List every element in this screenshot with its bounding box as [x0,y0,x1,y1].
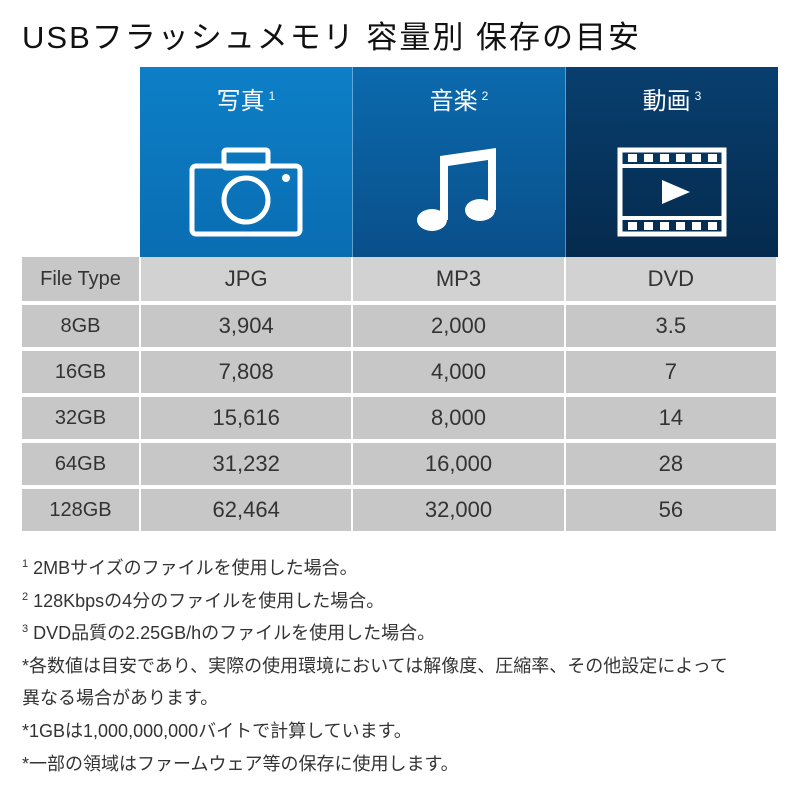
table-row: 16GB 7,808 4,000 7 [22,349,777,395]
filetype-row: File Type JPG MP3 DVD [22,257,777,303]
header-spacer [22,67,140,257]
video-cell: 7 [565,349,777,395]
table-row: 64GB 31,232 16,000 28 [22,441,777,487]
filetype-music: MP3 [352,257,564,303]
music-cell: 32,000 [352,487,564,533]
footnote-3: 3 DVD品質の2.25GB/hのファイルを使用した場合。 [22,618,778,649]
film-icon [566,126,778,257]
page-title: USBフラッシュメモリ 容量別 保存の目安 [22,12,778,57]
video-cell: 28 [565,441,777,487]
capacity-cell: 8GB [22,303,140,349]
camera-icon [140,126,352,257]
header-label-photo: 写真 1 [217,81,276,116]
disclaimer-3: *一部の領域はファームウェア等の保存に使用します。 [22,749,778,780]
header-label-video: 動画 3 [643,81,702,116]
table-row: 8GB 3,904 2,000 3.5 [22,303,777,349]
table-row: 128GB 62,464 32,000 56 [22,487,777,533]
video-cell: 14 [565,395,777,441]
photo-cell: 31,232 [140,441,352,487]
footnote-2-text: 128Kbpsの4分のファイルを使用した場合。 [28,591,384,611]
header-text-photo: 写真 [217,88,265,115]
header-cell-photo: 写真 1 [140,67,353,257]
capacity-cell: 64GB [22,441,140,487]
footnote-1: 1 2MBサイズのファイルを使用した場合。 [22,553,778,584]
photo-cell: 7,808 [140,349,352,395]
music-icon [353,126,565,257]
header-cell-video: 動画 3 [566,67,778,257]
photo-cell: 3,904 [140,303,352,349]
music-cell: 16,000 [352,441,564,487]
header-text-video: 動画 [643,88,691,115]
header-text-music: 音楽 [430,88,478,115]
video-cell: 3.5 [565,303,777,349]
music-cell: 8,000 [352,395,564,441]
footnote-2: 2 128Kbpsの4分のファイルを使用した場合。 [22,586,778,617]
music-cell: 4,000 [352,349,564,395]
capacity-cell: 32GB [22,395,140,441]
table-row: 32GB 15,616 8,000 14 [22,395,777,441]
filetype-photo: JPG [140,257,352,303]
filetype-label: File Type [22,257,140,303]
header-cell-music: 音楽 2 [353,67,566,257]
page-container: USBフラッシュメモリ 容量別 保存の目安 写真 1 音楽 2 [0,0,800,779]
capacity-cell: 16GB [22,349,140,395]
video-cell: 56 [565,487,777,533]
header-label-music: 音楽 2 [430,81,489,116]
disclaimer-1a: *各数値は目安であり、実際の使用環境においては解像度、圧縮率、その他設定によって [22,651,778,682]
footnote-1-text: 2MBサイズのファイルを使用した場合。 [28,558,357,578]
header-sup-video: 3 [695,89,702,103]
photo-cell: 62,464 [140,487,352,533]
header-sup-photo: 1 [269,89,276,103]
category-header-row: 写真 1 音楽 2 [22,67,778,257]
footnotes: 1 2MBサイズのファイルを使用した場合。 2 128Kbpsの4分のファイルを… [22,553,778,779]
capacity-cell: 128GB [22,487,140,533]
disclaimer-1b: 異なる場合があります。 [22,683,778,714]
header-sup-music: 2 [482,89,489,103]
music-cell: 2,000 [352,303,564,349]
capacity-table: File Type JPG MP3 DVD 8GB 3,904 2,000 3.… [22,257,778,535]
disclaimer-2: *1GBは1,000,000,000バイトで計算しています。 [22,716,778,747]
footnote-3-text: DVD品質の2.25GB/hのファイルを使用した場合。 [28,623,435,643]
photo-cell: 15,616 [140,395,352,441]
filetype-video: DVD [565,257,777,303]
